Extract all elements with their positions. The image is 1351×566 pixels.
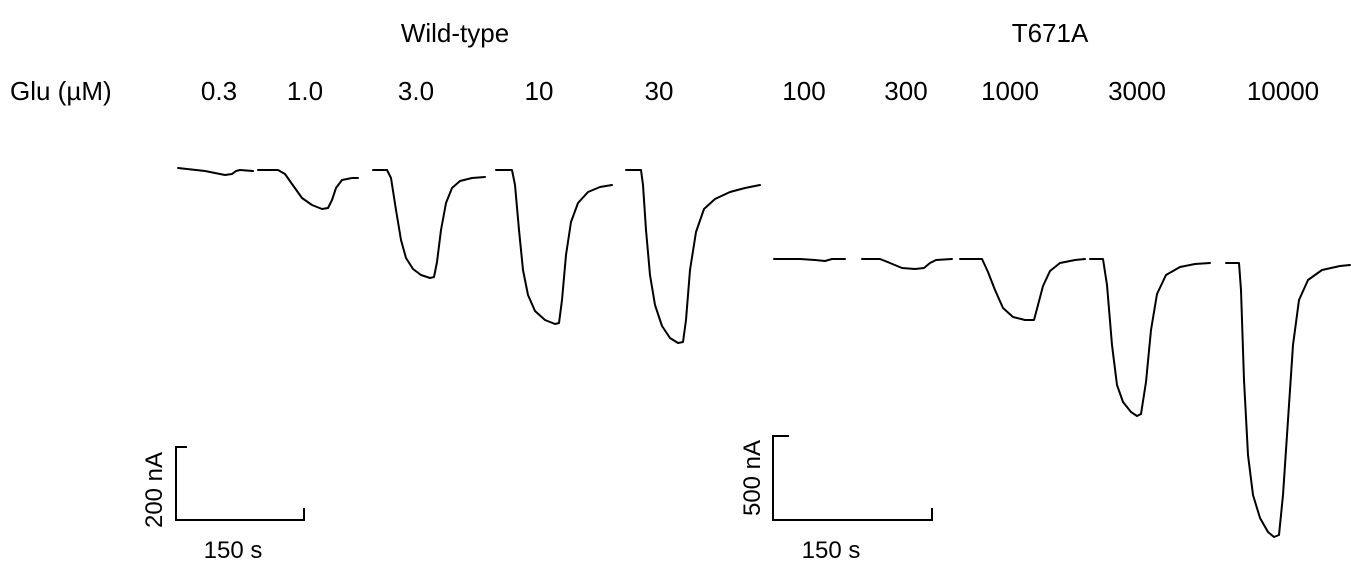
trace-wt-3 — [495, 169, 613, 325]
trace-mut-0 — [773, 258, 846, 262]
conc-label-wt-0: 0.3 — [201, 76, 237, 106]
scale-bar-mut — [772, 435, 933, 521]
conc-label-wt-2: 3.0 — [398, 76, 434, 106]
conc-label-mut-0: 100 — [782, 76, 825, 106]
conc-label-mut-4: 10000 — [1247, 76, 1319, 106]
conc-label-wt-3: 10 — [525, 76, 554, 106]
scale-current-label-wt: 200 nA — [141, 452, 168, 528]
conc-label-wt-1: 1.0 — [287, 76, 323, 106]
conc-label-wt-4: 30 — [645, 76, 674, 106]
scale-bar-wt — [175, 446, 305, 521]
trace-wt-2 — [372, 169, 486, 279]
wildtype-title: Wild-type — [401, 18, 509, 48]
trace-mut-1 — [861, 258, 953, 270]
t671a-title: T671A — [1012, 18, 1089, 48]
conc-label-mut-3: 3000 — [1108, 76, 1166, 106]
scale-time-label-mut: 150 s — [802, 537, 861, 564]
conc-label-mut-1: 300 — [884, 76, 927, 106]
conc-label-mut-2: 1000 — [981, 76, 1039, 106]
trace-wt-4 — [625, 169, 761, 344]
glu-label: Glu (µM) — [10, 76, 112, 106]
trace-mut-2 — [959, 258, 1086, 321]
scale-current-label-mut: 500 nA — [739, 440, 766, 516]
trace-wt-0 — [177, 167, 254, 176]
trace-wt-1 — [257, 169, 359, 210]
trace-mut-4 — [1225, 262, 1351, 538]
trace-mut-3 — [1089, 258, 1211, 417]
scale-time-label-wt: 150 s — [204, 537, 263, 564]
